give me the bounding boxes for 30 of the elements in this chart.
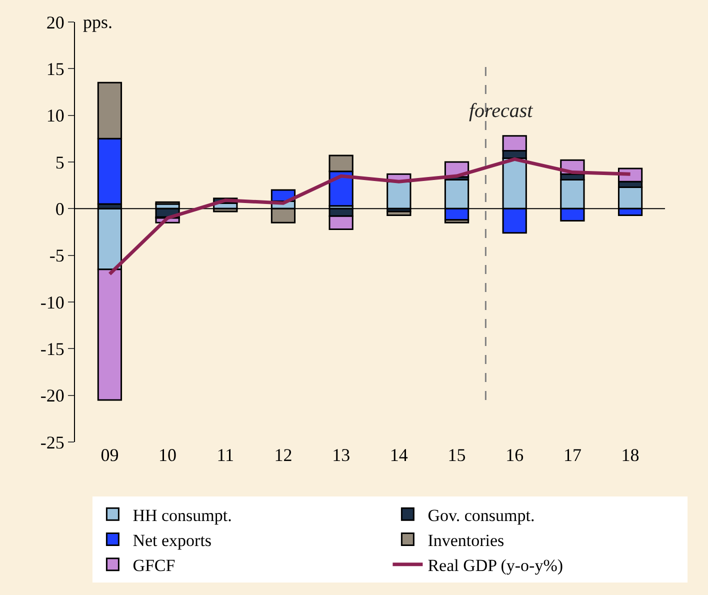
y-axis-title: pps. [83, 12, 113, 32]
legend-label: HH consumpt. [132, 506, 232, 525]
y-tick-label: -15 [40, 338, 64, 359]
y-tick-label: -5 [49, 246, 64, 266]
y-tick-label: -20 [40, 386, 64, 406]
y-tick-label: 20 [46, 12, 64, 32]
legend-label: GFCF [132, 556, 176, 575]
x-tick-label: 10 [158, 445, 177, 465]
y-tick-label: -25 [40, 432, 64, 452]
x-tick-label: 13 [332, 445, 350, 465]
y-tick-label: 5 [55, 152, 64, 172]
x-tick-label: 12 [274, 445, 292, 465]
legend-label: Gov. consumpt. [428, 506, 535, 525]
line-series [108, 157, 632, 276]
x-tick-label: 15 [448, 445, 466, 465]
y-tick-label: 15 [46, 58, 64, 79]
x-tick-label: 18 [621, 445, 640, 465]
x-tick-label: 17 [563, 445, 582, 465]
y-tick-label: -10 [40, 292, 64, 312]
legend-label: Inventories [428, 530, 504, 550]
annotation: forecast [469, 100, 534, 122]
y-tick-label: 10 [46, 106, 64, 126]
legend-label: Net exports [132, 530, 212, 550]
bar [386, 210, 412, 216]
x-tick-label: 09 [100, 445, 119, 465]
x-tick-label: 14 [390, 445, 408, 465]
legend-label: Real GDP (y-o-y%) [428, 556, 564, 575]
y-tick-label: 0 [55, 198, 64, 219]
x-tick-label: 16 [506, 445, 524, 465]
x-tick-label: 11 [216, 445, 234, 465]
